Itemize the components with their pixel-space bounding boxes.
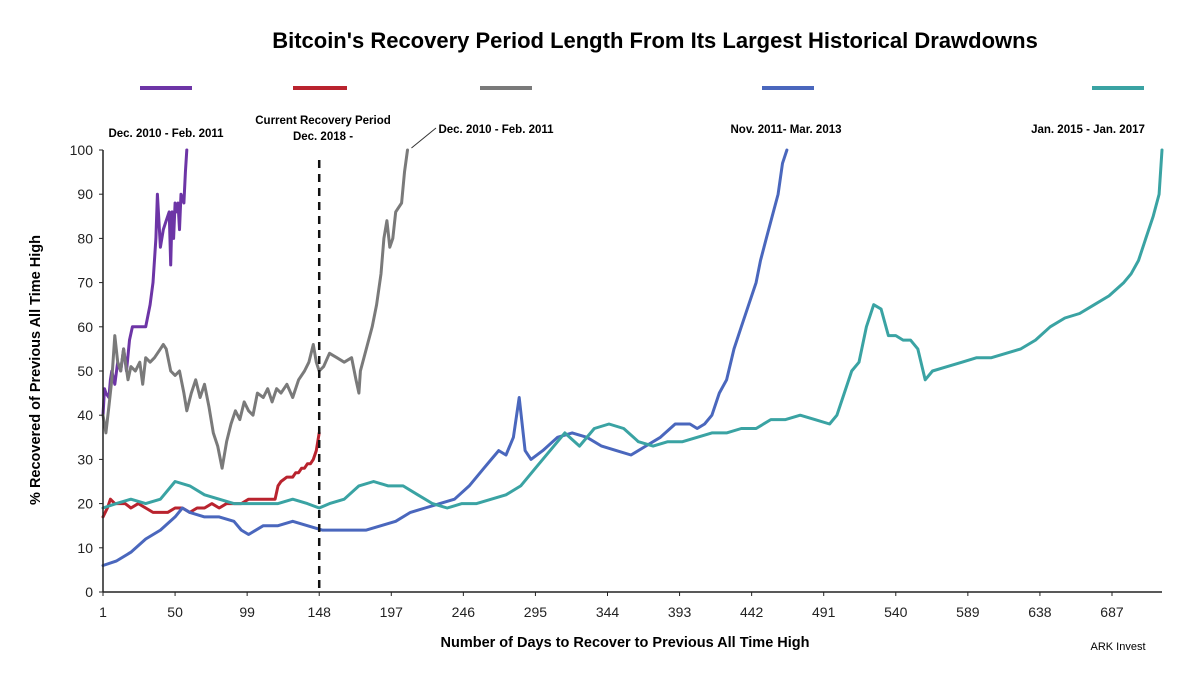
y-tick-label: 40 [77,407,93,423]
x-tick-label: 50 [167,604,183,620]
y-tick-label: 90 [77,186,93,202]
y-tick-label: 30 [77,451,93,467]
y-axis-title: % Recovered of Previous All Time High [28,235,44,505]
y-tick-label: 80 [77,230,93,246]
x-tick-label: 1 [99,604,107,620]
x-axis-title: Number of Days to Recover to Previous Al… [440,635,809,651]
series-lines [101,148,1164,567]
legend: Dec. 2010 - Feb. 2011 Current Recovery Pe… [108,86,1145,149]
x-tick-label: 197 [380,604,404,620]
legend-label-2: Current Recovery Period [255,115,391,127]
series-line-3 [101,148,409,470]
y-tick-label: 70 [77,275,93,291]
legend-label-2: Dec. 2018 - [293,131,353,143]
series-line-2 [101,431,321,519]
x-tick-label: 540 [884,604,908,620]
x-tick-label: 148 [308,604,332,620]
x-tick-label: 246 [452,604,476,620]
x-tick-label: 344 [596,604,620,620]
y-tick-label: 0 [85,584,93,600]
legend-label-1: Dec. 2010 - Feb. 2011 [108,128,224,140]
tick-labels: 0 10 20 30 40 50 60 70 80 90 100 1 50 99 148 197 246 295 3… [70,142,1124,620]
chart-title: Bitcoin's Recovery Period Length From It… [272,28,1038,53]
x-tick-label: 295 [524,604,548,620]
axes: 0 10 20 30 40 50 60 70 80 90 100 1 50 99 148 197 246 295 3… [70,142,1162,620]
source-credit: ARK Invest [1090,641,1145,653]
legend-label-3: Dec. 2010 - Feb. 2011 [438,124,554,136]
series-line-4 [101,148,789,567]
legend-label-4: Nov. 2011- Mar. 2013 [730,124,841,136]
y-tick-label: 60 [77,319,93,335]
series-line-1 [101,148,189,417]
x-tick-label: 99 [239,604,255,620]
y-tick-label: 50 [77,363,93,379]
plot-area: 0 10 20 30 40 50 60 70 80 90 100 1 50 99 148 197 246 295 3… [70,142,1164,620]
legend-leader-line [411,127,437,149]
x-tick-label: 491 [812,604,836,620]
series-line-5 [101,148,1164,510]
x-tick-label: 589 [956,604,980,620]
x-tick-label: 687 [1100,604,1124,620]
x-tick-label: 638 [1028,604,1052,620]
y-tick-label: 100 [70,142,94,158]
legend-label-5: Jan. 2015 - Jan. 2017 [1031,124,1145,136]
x-tick-label: 442 [740,604,764,620]
y-tick-label: 20 [77,496,93,512]
y-tick-label: 10 [77,540,93,556]
x-tick-label: 393 [668,604,692,620]
